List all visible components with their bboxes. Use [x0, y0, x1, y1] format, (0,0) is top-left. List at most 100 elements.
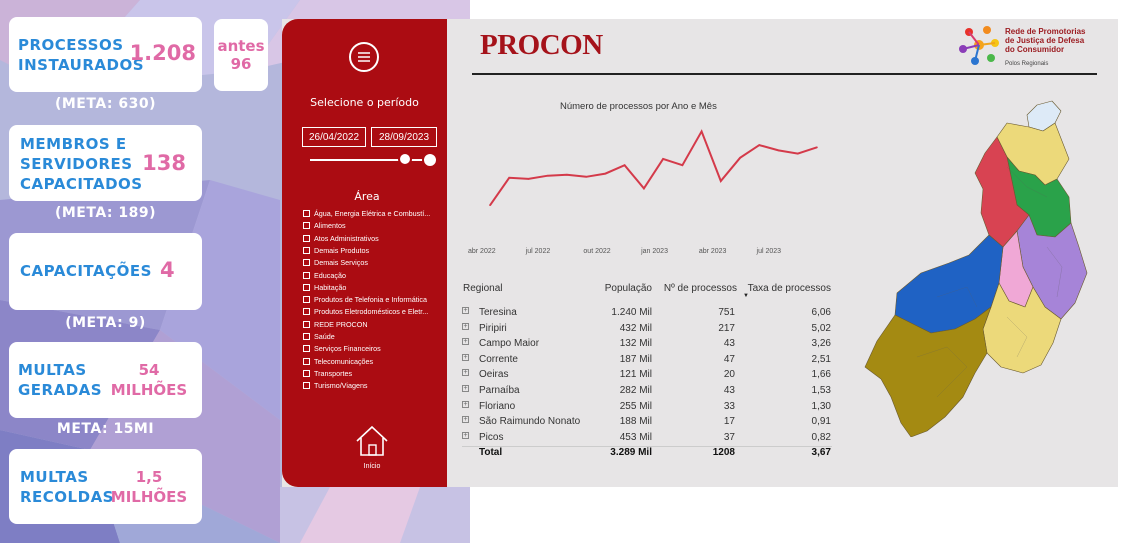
period-slider-handle-end[interactable] [422, 152, 438, 168]
data-point[interactable] [777, 149, 780, 152]
data-point[interactable] [758, 144, 761, 146]
area-checkbox-item[interactable]: REDE PROCON [303, 320, 368, 329]
x-tick-label: jan 2023 [640, 248, 668, 255]
checkbox[interactable] [303, 345, 310, 353]
table-row[interactable]: + Picos 453 Mil 37 0,82 [462, 431, 832, 447]
data-point[interactable] [816, 146, 818, 149]
area-checkbox-item[interactable]: Transportes [303, 369, 352, 378]
checkbox[interactable] [303, 283, 310, 291]
data-point[interactable] [720, 180, 722, 182]
kpi-capacitados-meta: (META: 189) [54, 205, 157, 221]
cell-regional: São Raimundo Nonato [479, 416, 581, 428]
period-slider-track[interactable] [310, 159, 428, 161]
table-row[interactable]: + Oeiras 121 Mil 20 1,66 [462, 369, 832, 384]
checkbox[interactable] [303, 271, 310, 279]
area-checkbox-item[interactable]: Atos Administrativos [303, 234, 379, 243]
cell-processos: 43 [723, 338, 735, 350]
data-point[interactable] [700, 130, 703, 133]
area-checkbox-item[interactable]: Água, Energia Elétrica e Combustí... [303, 209, 430, 218]
expand-icon[interactable]: + [462, 338, 469, 346]
period-slider-handle-start[interactable] [398, 152, 412, 166]
header-taxa[interactable]: Taxa de processos [747, 283, 831, 294]
table-row[interactable]: + Campo Maior 132 Mil 43 3,26 [462, 338, 832, 353]
x-tick-label: jul 2022 [525, 248, 551, 255]
area-checkbox-item[interactable]: Habitação [303, 283, 346, 292]
network-subtitle: Polos Regionais [1005, 61, 1049, 67]
checkbox[interactable] [303, 320, 310, 328]
kpi-multas-geradas-card: MULTAS GERADAS 54 MILHÕES [9, 342, 202, 418]
area-checkbox-item[interactable]: Serviços Financeiros [303, 344, 381, 353]
checkbox[interactable] [303, 308, 310, 316]
data-point[interactable] [527, 178, 530, 180]
table-row[interactable]: + Floriano 255 Mil 33 1,30 [462, 400, 832, 416]
header-populacao[interactable]: População [604, 283, 652, 294]
expand-icon[interactable]: + [462, 416, 469, 424]
header-divider [472, 73, 1097, 75]
checkbox[interactable] [303, 369, 310, 377]
menu-button[interactable] [349, 42, 379, 72]
area-checkbox-item[interactable]: Demais Produtos [303, 246, 369, 255]
kpi-multas-geradas-meta: META: 15MI [56, 421, 155, 437]
header-regional[interactable]: Regional [463, 283, 503, 294]
area-checkbox-item[interactable]: Turismo/Viagens [303, 381, 368, 390]
checkbox[interactable] [303, 246, 310, 254]
data-point[interactable] [796, 152, 799, 155]
area-checkbox-item[interactable]: Telecomunicações [303, 357, 373, 366]
cell-processos: 217 [718, 322, 735, 334]
data-point[interactable] [585, 175, 587, 178]
kpi-multas-geradas-label-2: GERADAS [18, 381, 103, 399]
checkbox[interactable] [303, 234, 310, 242]
cell-processos: 47 [723, 353, 735, 365]
area-checkbox-item[interactable]: Educação [303, 271, 346, 280]
data-point[interactable] [546, 174, 549, 177]
end-date-input[interactable]: 28/09/2023 [371, 127, 437, 147]
kpi-capacitados-value: 138 [142, 151, 186, 175]
checkbox[interactable] [303, 210, 310, 217]
home-button[interactable]: Início [354, 424, 390, 474]
x-tick-label: out 2022 [583, 248, 610, 255]
expand-icon[interactable]: + [462, 322, 469, 330]
expand-icon[interactable]: + [462, 369, 469, 377]
cell-populacao: 1.240 Mil [611, 307, 652, 318]
checkbox[interactable] [303, 333, 310, 340]
table-row[interactable]: + Corrente 187 Mil 47 2,51 [462, 353, 832, 369]
expand-icon[interactable]: + [462, 400, 469, 408]
data-point[interactable] [643, 187, 645, 190]
cell-populacao: 132 Mil [619, 338, 652, 350]
checkbox[interactable] [303, 259, 310, 267]
data-point[interactable] [566, 173, 568, 176]
data-point[interactable] [623, 164, 626, 166]
area-checkbox-label: Educação [314, 270, 346, 280]
data-point[interactable] [604, 172, 607, 175]
checkbox[interactable] [303, 382, 310, 390]
header-processos[interactable]: Nº de processos [663, 283, 737, 294]
checkbox[interactable] [303, 222, 310, 230]
expand-icon[interactable]: + [462, 385, 469, 392]
cell-taxa: 1,53 [811, 385, 831, 396]
antes-value: 96 [230, 55, 252, 73]
x-tick-label: jul 2023 [756, 248, 782, 255]
area-checkbox-item[interactable]: Demais Serviços [303, 258, 368, 267]
data-point[interactable] [508, 177, 511, 179]
start-date-input[interactable]: 26/04/2022 [302, 127, 366, 147]
area-checkbox-item[interactable]: Produtos de Telefonia e Informática [303, 295, 427, 304]
expand-icon[interactable]: + [462, 431, 469, 439]
expand-icon[interactable]: + [462, 353, 469, 361]
area-checkbox-item[interactable]: Saúde [303, 332, 335, 341]
data-point[interactable] [662, 158, 664, 160]
area-checkbox-item[interactable]: Alimentos [303, 221, 346, 230]
data-point[interactable] [681, 164, 684, 166]
expand-icon[interactable]: + [462, 307, 469, 314]
table-row[interactable]: + Piripiri 432 Mil 217 5,02 [462, 322, 832, 338]
table-row[interactable]: + Teresina 1.240 Mil 751 6,06 [462, 307, 832, 322]
data-point[interactable] [739, 157, 741, 159]
kpi-capacitacoes-label: CAPACITAÇÕES [20, 262, 152, 280]
table-row[interactable]: + São Raimundo Nonato 188 Mil 17 0,91 [462, 416, 832, 431]
antes-card: antes 96 [214, 19, 268, 91]
area-checkbox-item[interactable]: Produtos Eletrodomésticos e Eletr... [303, 307, 428, 316]
regional-map[interactable] [857, 97, 1097, 437]
checkbox[interactable] [303, 296, 310, 304]
table-row[interactable]: + Parnaíba 282 Mil 43 1,53 [462, 385, 832, 400]
data-point[interactable] [489, 204, 491, 207]
checkbox[interactable] [303, 357, 310, 365]
